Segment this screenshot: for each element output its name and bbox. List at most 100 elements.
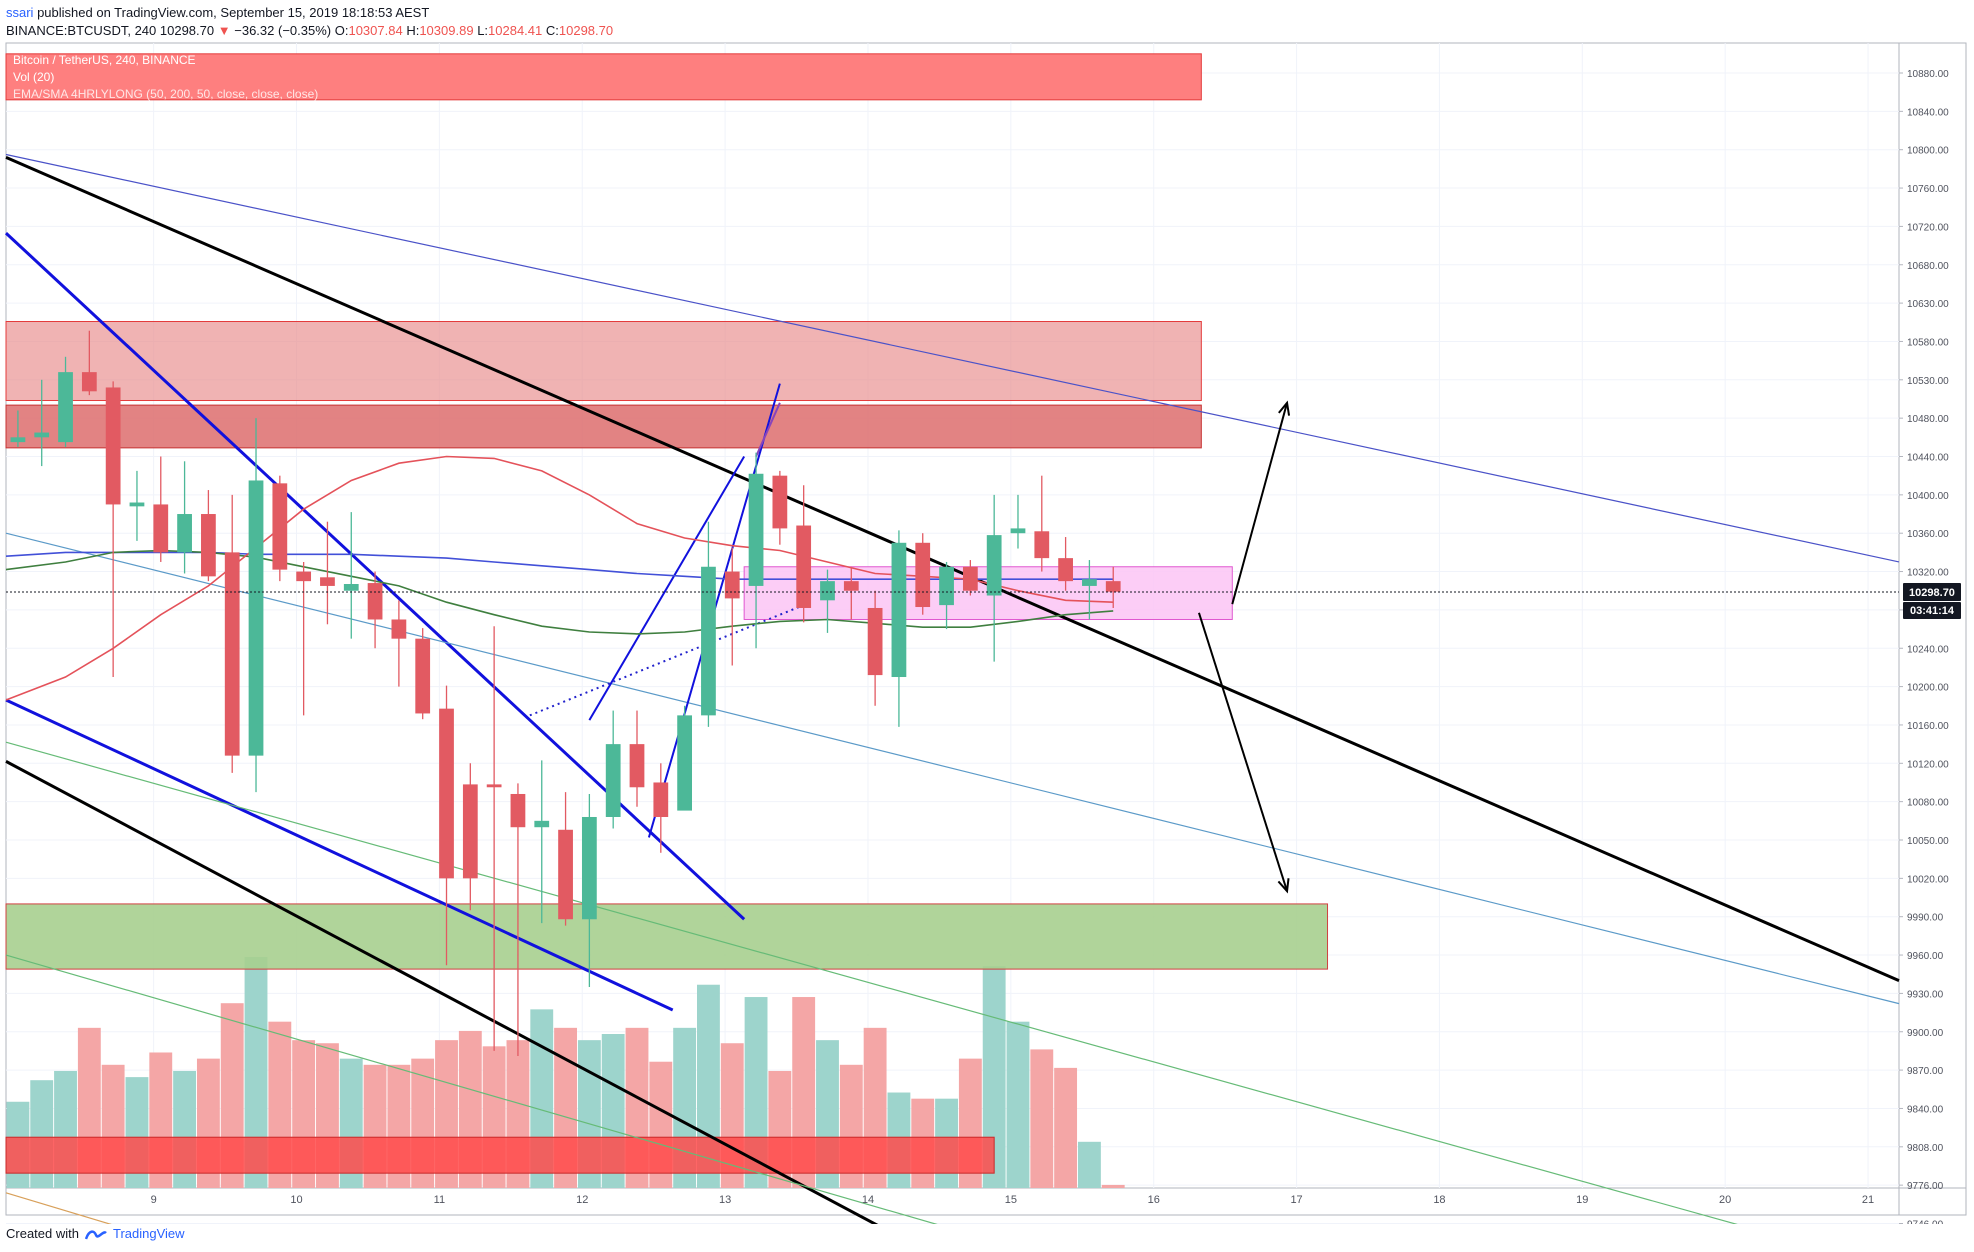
- time-tick-label: 14: [862, 1194, 874, 1206]
- price-tick-label: 9960.00: [1907, 951, 1944, 962]
- zones: [5, 53, 1329, 1174]
- time-tick-label: 11: [434, 1194, 445, 1206]
- candles: [10, 330, 1121, 1057]
- legend-title[interactable]: Bitcoin / TetherUS, 240, BINANCE: [13, 53, 196, 67]
- candle: [34, 379, 50, 467]
- candle-body: [772, 475, 788, 529]
- candle-body: [224, 552, 240, 756]
- candle-body: [653, 782, 669, 817]
- footer: Created with TradingView: [6, 1226, 185, 1241]
- candle: [439, 685, 454, 966]
- volume-bar: [244, 957, 268, 1188]
- price-tick-label: 9808.00: [1907, 1143, 1944, 1154]
- legend: Bitcoin / TetherUS, 240, BINANCE Vol (20…: [13, 53, 318, 101]
- candle-body: [748, 473, 764, 586]
- arrow-head-icon: [1277, 878, 1290, 894]
- price-tick-label: 10720.00: [1907, 222, 1949, 233]
- candle-body: [629, 744, 645, 788]
- candle-body: [10, 437, 26, 443]
- price-axis[interactable]: 10880.00 10840.00 10800.00 10760.00 10720.00…: [1899, 69, 1949, 1224]
- price-tick-label: 10240.00: [1907, 644, 1949, 655]
- header: ssari published on TradingView.com, Sept…: [6, 4, 613, 40]
- arrow-shaft: [1197, 612, 1289, 892]
- candle-body: [462, 784, 478, 879]
- ema50-line: [5, 455, 1114, 701]
- dotted-trendline: [529, 604, 805, 717]
- candle-body: [201, 514, 216, 577]
- legend-vol[interactable]: Vol (20): [13, 70, 54, 84]
- candle-body: [820, 581, 835, 601]
- author-link[interactable]: ssari: [6, 5, 34, 20]
- arrows: [1197, 400, 1291, 894]
- candle: [415, 628, 431, 720]
- candle-body: [986, 535, 1002, 596]
- candle-body: [34, 432, 50, 438]
- candle: [748, 452, 764, 649]
- last-price: 10298.70: [159, 23, 215, 38]
- volume-bar: [1006, 1021, 1030, 1188]
- candle: [81, 330, 97, 396]
- candle-body: [534, 820, 550, 828]
- candle-body: [129, 502, 145, 507]
- price-tick-label: 10530.00: [1907, 376, 1949, 387]
- candle-body: [843, 581, 859, 591]
- black-trendline-lower: [5, 760, 879, 1224]
- price-tick-label: 10760.00: [1907, 184, 1949, 195]
- vertical-grid: [153, 43, 1869, 1188]
- created-with-text: Created with: [6, 1226, 79, 1241]
- candle-body: [796, 525, 812, 608]
- candle: [58, 356, 73, 447]
- candle: [10, 410, 26, 447]
- support-zone: [5, 903, 1329, 970]
- brand-link[interactable]: TradingView: [112, 1226, 185, 1241]
- legend-ema[interactable]: EMA/SMA 4HRLYLONG (50, 200, 50, close, c…: [13, 87, 318, 101]
- candle: [653, 763, 669, 853]
- tradingview-logo-icon: [84, 1229, 107, 1239]
- price-tick-label: 10480.00: [1907, 414, 1949, 425]
- time-tick-label: 21: [1862, 1194, 1874, 1206]
- price-chart[interactable]: 10880.00 10840.00 10800.00 10760.00 10720.00…: [0, 0, 1974, 1224]
- candle: [391, 600, 407, 687]
- candle: [105, 381, 121, 678]
- bearish-arrow: [1197, 612, 1290, 894]
- price-tick-label: 9900.00: [1907, 1028, 1944, 1039]
- candle: [201, 490, 216, 582]
- candle: [962, 560, 978, 596]
- time-axis[interactable]: 9 10 11 12 13 14 15 16 17 18 19 20 21: [151, 1194, 1875, 1206]
- candle-body: [1105, 581, 1121, 592]
- high-label: H:: [406, 23, 420, 38]
- price-tick-label: 10580.00: [1907, 337, 1949, 348]
- time-tick-label: 16: [1148, 1194, 1160, 1206]
- time-tick-label: 19: [1576, 1194, 1588, 1206]
- candle: [820, 569, 835, 633]
- candle: [891, 530, 907, 727]
- candle-body: [81, 372, 97, 392]
- candle: [1034, 475, 1050, 572]
- candle-body: [1058, 558, 1073, 582]
- candle-body: [581, 816, 597, 920]
- candle-body: [439, 708, 454, 879]
- green-channel-line-upper: [5, 741, 1738, 1224]
- candle: [986, 494, 1002, 662]
- candle: [1082, 560, 1097, 620]
- time-tick-label: 17: [1290, 1194, 1302, 1206]
- current-price-value: 10298.70: [1909, 587, 1955, 599]
- volume-bar: [1030, 1049, 1054, 1188]
- candle: [510, 783, 526, 1057]
- candle-body: [558, 829, 573, 920]
- price-tick-label: 10020.00: [1907, 874, 1949, 885]
- candle: [534, 760, 550, 924]
- high-value: 10309.89: [419, 23, 474, 38]
- candle-body: [391, 619, 407, 639]
- price-tick-label: 10360.00: [1907, 529, 1949, 540]
- candle-body: [939, 566, 954, 606]
- price-tick-label: 10160.00: [1907, 721, 1949, 732]
- candle: [701, 521, 716, 727]
- candle-body: [724, 571, 740, 599]
- price-tick-label: 10680.00: [1907, 261, 1949, 272]
- candle-body: [296, 571, 312, 582]
- price-tick-label: 10880.00: [1907, 69, 1949, 80]
- candle-body: [153, 504, 169, 553]
- volume-bar: [1101, 1184, 1125, 1188]
- volume-bar: [1054, 1067, 1078, 1188]
